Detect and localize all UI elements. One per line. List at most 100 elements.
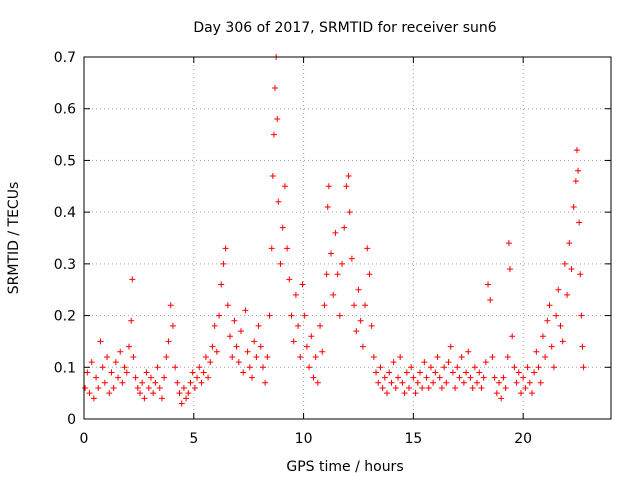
data-point [482,359,489,366]
data-point [353,328,360,335]
data-point [129,276,136,283]
y-tick-label: 0.2 [54,309,76,325]
data-point [332,229,339,236]
data-point [233,343,240,350]
y-tick-label: 0.6 [54,102,76,118]
data-point [414,379,421,386]
data-point [259,364,266,371]
data-point [143,369,150,376]
data-point [117,348,124,355]
data-point [222,245,229,252]
data-point [84,369,91,376]
data-point [183,395,190,402]
data-point [576,219,583,226]
data-point [279,224,286,231]
data-point [474,379,481,386]
data-point [498,395,505,402]
data-point [104,353,111,360]
data-point [178,400,185,407]
data-point [235,359,242,366]
y-tick-label: 0 [67,412,76,428]
data-point [537,379,544,386]
data-point [295,322,302,329]
data-point [348,255,355,262]
data-point [345,172,352,179]
data-point [570,203,577,210]
data-point [427,364,434,371]
x-tick-label: 5 [189,431,198,447]
data-point [500,374,507,381]
data-point [207,359,214,366]
data-point [478,384,485,391]
data-point [572,178,579,185]
data-point [533,348,540,355]
grid-lines [84,57,611,419]
data-point [487,297,494,304]
y-tick-label: 0.7 [54,50,76,66]
data-point [445,359,452,366]
data-point [419,384,426,391]
data-point [136,390,143,397]
data-point [341,224,348,231]
data-point [491,374,498,381]
data-point [561,260,568,267]
data-point [557,322,564,329]
data-point [579,343,586,350]
data-point [403,369,410,376]
data-point [505,240,512,247]
data-point [364,245,371,252]
data-point [292,291,299,298]
data-point [520,374,527,381]
chart-title: Day 306 of 2017, SRMTID for receiver sun… [193,20,496,36]
data-point [336,312,343,319]
data-point [550,364,557,371]
data-point [231,317,238,324]
data-point [384,390,391,397]
data-point [535,364,542,371]
data-point [284,245,291,252]
data-point [317,322,324,329]
data-point [275,198,282,205]
data-point [434,353,441,360]
data-point [515,369,522,376]
data-point [161,374,168,381]
data-point [154,364,161,371]
data-point [539,333,546,340]
data-point [299,281,306,288]
data-point [493,390,500,397]
data-point [370,353,377,360]
data-point [343,183,350,190]
x-tick-label: 0 [80,431,89,447]
data-point [310,374,317,381]
data-point [240,369,247,376]
data-point [145,384,152,391]
data-point [202,353,209,360]
data-point [452,384,459,391]
data-point [286,276,293,283]
data-point [438,384,445,391]
data-point [397,353,404,360]
data-point [528,390,535,397]
data-point [134,384,141,391]
data-point [172,364,179,371]
data-point [112,359,119,366]
data-point [216,312,223,319]
data-point [246,364,253,371]
data-point [255,322,262,329]
data-point [196,364,203,371]
data-point [257,343,264,350]
data-point [447,343,454,350]
data-point [511,364,518,371]
data-point [449,369,456,376]
data-point [312,353,319,360]
data-point [95,384,102,391]
data-point [423,374,430,381]
data-point [471,364,478,371]
data-point [218,281,225,288]
data-point [334,271,341,278]
data-point [139,379,146,386]
y-tick-label: 0.4 [54,205,76,221]
data-point [209,343,216,350]
data-point [180,384,187,391]
data-point [386,369,393,376]
